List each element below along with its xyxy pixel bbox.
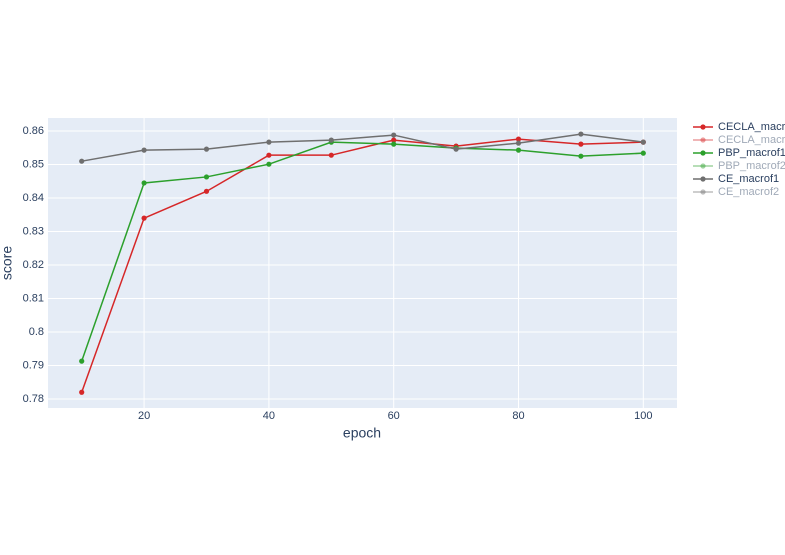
data-point xyxy=(79,358,85,364)
y-tick-label: 0.79 xyxy=(23,359,44,371)
legend-label[interactable]: PBP_macrof2 xyxy=(718,160,785,172)
legend-label[interactable]: CE_macrof2 xyxy=(718,186,779,198)
legend-marker[interactable] xyxy=(700,163,706,169)
series-line xyxy=(81,133,644,162)
y-tick-label: 0.8 xyxy=(29,326,44,338)
data-point xyxy=(515,136,522,142)
data-point xyxy=(515,140,522,146)
legend-marker[interactable] xyxy=(700,150,706,156)
x-tick-label: 100 xyxy=(634,410,652,422)
legend-label[interactable]: CE_macrof1 xyxy=(718,173,779,185)
x-tick-label: 80 xyxy=(512,410,524,422)
y-tick-label: 0.81 xyxy=(23,292,44,304)
data-point xyxy=(391,132,397,138)
data-point xyxy=(266,161,272,167)
data-point xyxy=(266,152,272,158)
legend-label[interactable]: PBP_macrof1 xyxy=(718,147,785,159)
data-point xyxy=(578,153,584,159)
data-point xyxy=(203,174,210,180)
legend-label[interactable]: CECLA_macrof1 xyxy=(718,121,785,133)
series-line xyxy=(80,141,644,362)
data-point xyxy=(203,146,210,152)
y-tick-label: 0.84 xyxy=(23,192,44,204)
data-point xyxy=(266,139,272,145)
series-line xyxy=(80,138,644,393)
x-tick-label: 40 xyxy=(263,410,275,422)
x-tick-label: 20 xyxy=(138,410,150,422)
data-point xyxy=(578,141,584,147)
data-point xyxy=(328,137,334,143)
data-point xyxy=(141,215,147,221)
data-point xyxy=(328,152,334,158)
y-tick-label: 0.86 xyxy=(23,125,44,137)
data-point xyxy=(79,389,85,395)
data-point xyxy=(141,180,147,186)
data-point xyxy=(578,131,584,137)
data-point xyxy=(515,147,522,153)
x-axis-title: epoch xyxy=(343,425,381,441)
x-tick-label: 60 xyxy=(388,410,400,422)
plot-area xyxy=(48,118,677,408)
data-point xyxy=(203,188,210,194)
data-point xyxy=(79,158,85,164)
legend-marker[interactable] xyxy=(700,124,706,130)
data-point xyxy=(640,150,646,156)
legend-marker[interactable] xyxy=(700,189,706,195)
legend-marker[interactable] xyxy=(700,176,706,182)
legend-label[interactable]: CECLA_macrof2 xyxy=(718,134,785,146)
data-point xyxy=(640,139,646,145)
y-axis-title: score xyxy=(0,246,15,280)
legend-marker[interactable] xyxy=(700,137,706,143)
data-point xyxy=(141,147,147,153)
y-tick-label: 0.82 xyxy=(23,259,44,271)
y-tick-label: 0.85 xyxy=(23,158,44,170)
data-point xyxy=(453,146,459,152)
data-point xyxy=(391,137,397,143)
y-tick-label: 0.78 xyxy=(23,393,44,405)
data-point xyxy=(391,141,397,147)
y-tick-label: 0.83 xyxy=(23,225,44,237)
